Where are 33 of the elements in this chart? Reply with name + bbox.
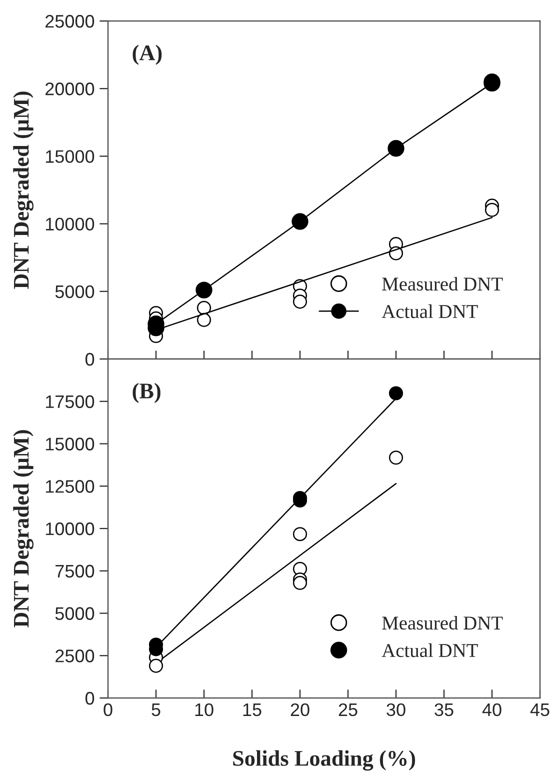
x-tick-label: 35 — [434, 703, 454, 716]
y-axis-title: DNT Degraded (μM) — [13, 92, 34, 289]
legend-label: Measured DNT — [382, 616, 503, 630]
x-tick-label: 30 — [386, 703, 406, 716]
y-tick-label: 15000 — [46, 438, 94, 450]
y-tick-label: 12500 — [46, 480, 94, 493]
y-tick-label: 20000 — [46, 82, 94, 96]
x-tick-label: 10 — [195, 703, 214, 716]
x-tick-label: 45 — [530, 704, 550, 716]
x-tick-label: 15 — [243, 704, 262, 716]
x-tick-label: 0 — [104, 703, 112, 716]
y-tick-label: 17500 — [46, 395, 94, 408]
legend-label: Measured DNT — [382, 276, 503, 291]
y-tick-label: 10000 — [46, 522, 94, 536]
x-tick-label: 40 — [482, 703, 502, 716]
y-tick-label: 5000 — [55, 285, 94, 298]
y-axis-title: DNT Degraded (μM) — [13, 430, 34, 628]
annotation: (A) — [132, 44, 162, 65]
legend-label: Actual DNT — [382, 643, 478, 658]
y-tick-label: 5000 — [55, 607, 94, 620]
x-tick-label: 5 — [152, 704, 160, 716]
y-tick-label: 2500 — [56, 650, 94, 662]
y-tick-label: 25000 — [46, 14, 94, 28]
y-tick-label: 7500 — [56, 564, 94, 578]
x-tick-label: 25 — [338, 703, 358, 716]
x-tick-label: 20 — [290, 703, 310, 716]
y-tick-label: 10000 — [46, 218, 94, 231]
y-tick-label: 15000 — [46, 150, 94, 163]
y-tick-label: 0 — [85, 692, 94, 705]
x-axis-title: Solids Loading (%) — [233, 750, 416, 771]
legend-label: Actual DNT — [382, 304, 478, 318]
y-tick-label: 0 — [85, 352, 94, 366]
annotation: (B) — [132, 382, 160, 403]
